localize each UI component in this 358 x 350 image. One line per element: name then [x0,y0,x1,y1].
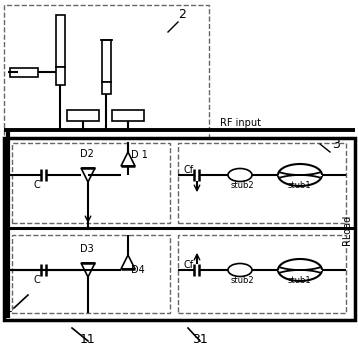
Text: RLoad: RLoad [342,215,352,245]
Bar [12,235,170,313]
Text: D2: D2 [80,149,94,159]
Bar [67,110,99,121]
Text: Cf: Cf [183,260,193,270]
Text: D 1: D 1 [131,150,148,160]
Bar [178,235,346,313]
Text: stub2: stub2 [231,276,255,285]
Text: D3: D3 [80,244,94,254]
Bar [56,67,65,85]
Polygon shape [121,255,135,269]
Polygon shape [81,263,95,277]
Bar [56,15,65,67]
Text: 11: 11 [80,333,96,346]
Text: C: C [34,180,40,190]
Text: stub1: stub1 [288,276,311,285]
Bar [10,68,38,77]
Text: RF input: RF input [220,118,261,128]
Text: stub2: stub2 [231,181,255,190]
Text: Cf: Cf [183,165,193,175]
Bar [12,143,170,223]
Text: D4: D4 [131,265,145,275]
Text: 31: 31 [192,333,208,346]
Bar [4,5,209,140]
Bar [102,82,111,94]
Text: 3: 3 [332,138,340,151]
Bar [112,110,144,121]
Text: 2: 2 [178,8,186,21]
Text: 1: 1 [5,302,13,315]
Polygon shape [121,152,135,166]
Polygon shape [81,168,95,182]
Text: C: C [34,275,40,285]
Bar [102,40,111,82]
Text: stub1: stub1 [288,181,311,190]
Bar [4,138,355,320]
Bar [178,143,346,223]
